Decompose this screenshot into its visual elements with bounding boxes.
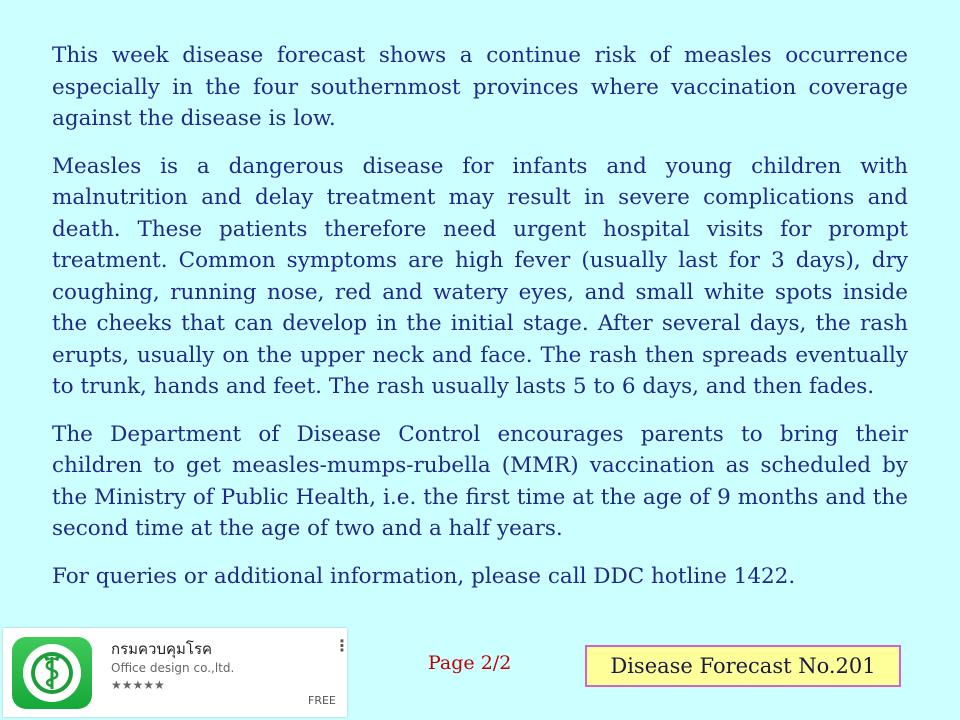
paragraph-measles-symptoms: Measles is a dangerous disease for infan… bbox=[52, 153, 908, 400]
app-name: กรมควบคุมโรค bbox=[111, 640, 213, 658]
more-options-icon[interactable]: ⋮ bbox=[334, 636, 350, 655]
forecast-number-box: Disease Forecast No.201 bbox=[585, 645, 901, 687]
paragraph-vaccination: The Department of Disease Control encour… bbox=[52, 421, 908, 542]
page-number: Page 2/2 bbox=[428, 652, 512, 674]
ddc-logo-icon bbox=[12, 637, 92, 709]
price-label: FREE bbox=[308, 694, 336, 707]
paragraph-hotline: For queries or additional information, p… bbox=[52, 563, 796, 589]
paragraph-forecast: This week disease forecast shows a conti… bbox=[52, 43, 908, 131]
article-body: This week disease forecast shows a conti… bbox=[52, 40, 908, 592]
forecast-number-label: Disease Forecast No.201 bbox=[610, 654, 876, 678]
app-store-card[interactable]: กรมควบคุมโรค Office design co.,ltd. ★★★★… bbox=[3, 628, 350, 717]
rating-stars: ★★★★★ bbox=[111, 678, 165, 692]
app-developer: Office design co.,ltd. bbox=[111, 661, 235, 675]
